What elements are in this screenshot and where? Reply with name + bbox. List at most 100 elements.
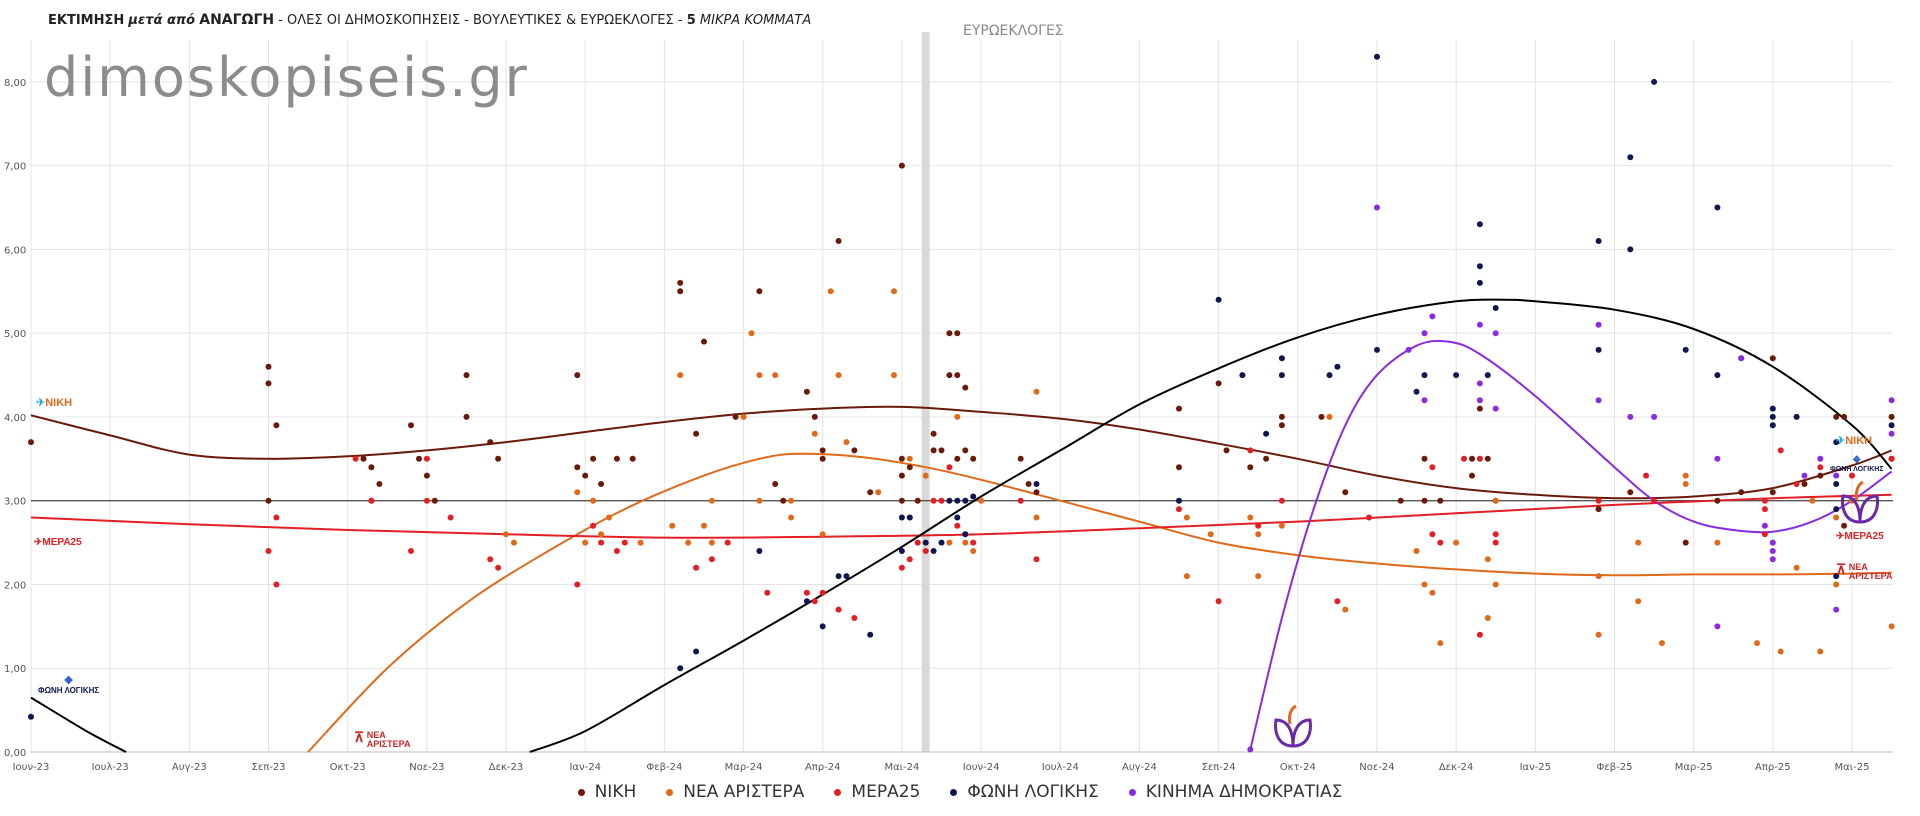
data-point: [423, 497, 430, 504]
data-point: [1492, 330, 1499, 337]
data-point: [590, 522, 597, 529]
data-point: [1833, 514, 1840, 521]
data-point: [1342, 489, 1349, 496]
data-point: [938, 539, 945, 546]
data-point: [598, 531, 605, 538]
data-point: [946, 464, 953, 471]
x-tick-label: Μαι-25: [1835, 762, 1870, 773]
data-point: [273, 514, 280, 521]
data-point: [867, 631, 874, 638]
niki-logo-icon: ✈: [36, 397, 46, 409]
data-point: [954, 330, 961, 337]
data-point: [962, 384, 969, 391]
y-tick-label: 8,00: [4, 78, 26, 89]
data-point: [1278, 413, 1285, 420]
title-part: ΑΝΑΓΩΓΗ: [199, 12, 275, 28]
data-point: [1255, 531, 1262, 538]
leaf-icon: [1855, 480, 1864, 501]
data-point: [1469, 472, 1475, 479]
data-point: [1366, 514, 1372, 521]
data-point: [1841, 413, 1848, 420]
data-point: [629, 455, 636, 462]
data-point: [463, 372, 470, 379]
niki-logo-text: ΝΙΚΗ: [1845, 435, 1873, 447]
axes: Ιουν-23 Ιουλ-23 Αυγ-23 Σεπ-23 Οκτ-23 Νοε-23 Δε…: [4, 78, 1893, 773]
data-point: [708, 497, 715, 504]
nea-aristera-logo-left: ⊼ ΝΕΑ ΑΡΙΣΤΕΡΑ: [354, 730, 411, 749]
data-point: [898, 455, 905, 462]
mera25-logo-left: ✈ΜΕΡΑ25: [34, 538, 82, 548]
data-point: [1769, 556, 1776, 563]
data-point: [1793, 564, 1800, 571]
data-point: [1777, 648, 1784, 655]
data-point: [463, 413, 470, 420]
data-point: [621, 539, 628, 546]
data-point: [1793, 481, 1800, 487]
y-tick-label: 3,00: [4, 497, 26, 508]
data-point: [693, 648, 700, 655]
x-tick-label: Φεβ-25: [1596, 762, 1632, 773]
data-point: [1888, 397, 1895, 404]
data-point: [1627, 154, 1634, 161]
data-point: [1476, 221, 1483, 228]
data-point: [1429, 313, 1436, 320]
x-tick-label: Μαρ-24: [725, 762, 763, 773]
nea-logo-text-2: ΑΡΙΣΤΕΡΑ: [1848, 570, 1893, 581]
legend-item: ΚΙΝΗΜΑ ΔΗΜΟΚΡΑΤΙΑΣ: [1128, 782, 1342, 802]
data-point: [1801, 472, 1808, 479]
data-point: [1888, 623, 1895, 630]
legend: ΝΙΚΗ ΝΕΑ ΑΡΙΣΤΕΡΑ ΜΕΡΑ25 ΦΩΝΗ ΛΟΓΙΚΗΣ ΚΙΝΗΜΑ…: [0, 782, 1920, 802]
data-point: [1841, 522, 1848, 529]
data-point: [677, 372, 684, 379]
x-tick-label: Δεκ-24: [1439, 762, 1473, 773]
data-point: [1769, 539, 1776, 546]
data-point: [1453, 539, 1460, 546]
data-point: [1176, 497, 1182, 504]
title-part: μετά από: [128, 13, 196, 28]
nea-logo-text-2: ΑΡΙΣΤΕΡΑ: [366, 738, 411, 749]
data-point: [1247, 746, 1254, 753]
data-point: [1595, 497, 1602, 504]
data-point: [898, 497, 905, 504]
data-point: [352, 455, 359, 462]
data-point: [368, 497, 375, 504]
data-point: [1714, 497, 1721, 504]
x-tick-label: Μαι-24: [884, 762, 919, 773]
data-point: [1682, 472, 1689, 479]
mera25-logo-icon: ✈: [34, 537, 43, 548]
data-point: [891, 288, 897, 295]
y-tick-label: 1,00: [4, 664, 26, 675]
data-point: [1635, 539, 1642, 546]
y-tick-label: 4,00: [4, 413, 26, 424]
data-point: [1342, 606, 1349, 613]
data-point: [677, 288, 684, 295]
data-point: [1682, 346, 1689, 353]
data-point: [495, 564, 502, 571]
data-point: [582, 472, 589, 479]
data-point: [1183, 573, 1190, 580]
niki-logo-text: ΝΙΚΗ: [45, 397, 73, 409]
data-point: [1476, 397, 1483, 404]
data-point: [1738, 489, 1745, 496]
title-part: ΜΙΚΡΑ ΚΟΜΜΑΤΑ: [699, 13, 812, 28]
niki-logo-left: ✈ΝΙΚΗ: [36, 398, 72, 409]
data-point: [1595, 631, 1602, 638]
data-point: [1421, 497, 1428, 504]
data-point: [1033, 514, 1040, 521]
data-point: [914, 539, 921, 546]
niki-logo-icon: ✈: [1836, 435, 1846, 447]
data-point: [1492, 305, 1499, 311]
data-point: [930, 548, 937, 554]
data-point: [962, 447, 969, 454]
data-point: [1651, 78, 1658, 85]
data-point: [1809, 497, 1816, 504]
y-tick-label: 5,00: [4, 329, 26, 340]
x-tick-label: Ιουλ-24: [1042, 762, 1079, 773]
leaf-icon: [1841, 494, 1862, 524]
data-point: [1492, 581, 1499, 588]
data-point: [1476, 380, 1483, 387]
foni-logo-text: ΦΩΝΗ ΛΟΓΙΚΗΣ: [1830, 466, 1884, 473]
data-point: [1429, 464, 1436, 471]
data-point: [1643, 472, 1650, 479]
data-point: [891, 372, 897, 379]
